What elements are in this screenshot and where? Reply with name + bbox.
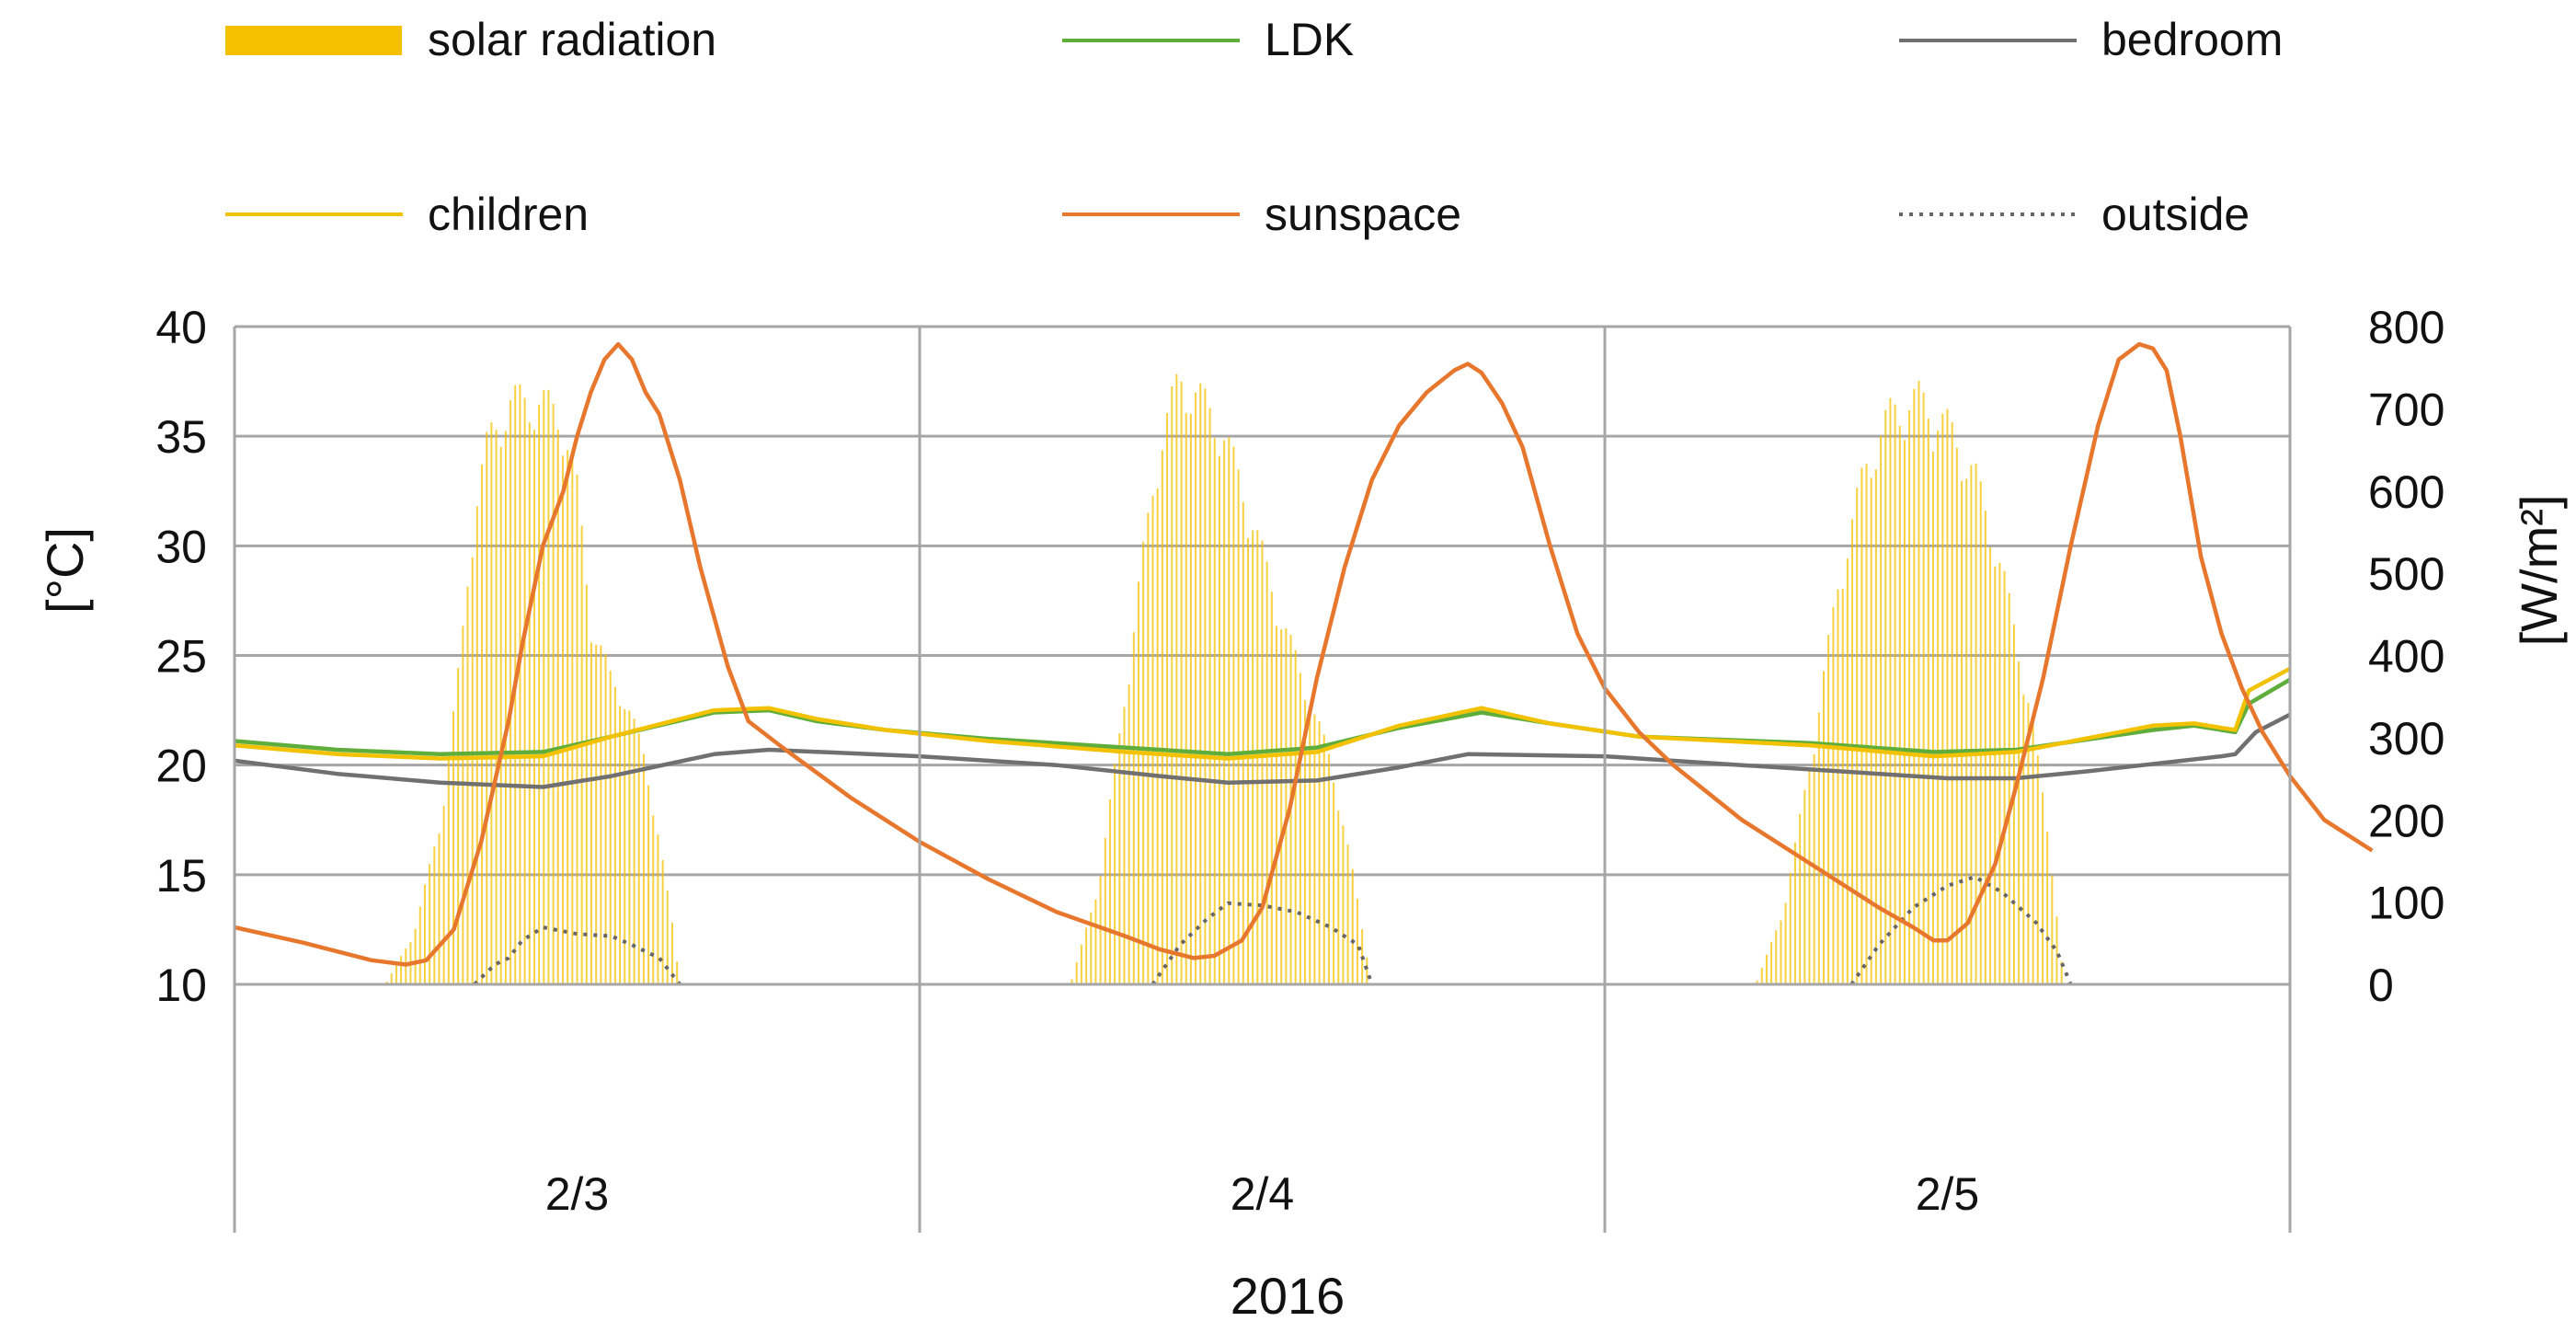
y-axis-left-label: [°C] (36, 527, 94, 614)
x-category-label: 2/4 (1231, 1168, 1295, 1220)
y-left-tick-label: 10 (155, 960, 207, 1011)
y-left-tick-label: 20 (155, 741, 207, 792)
y-left-tick-label: 25 (155, 631, 207, 683)
y-right-tick-label: 100 (2368, 878, 2444, 929)
y-left-tick-label: 35 (155, 411, 207, 463)
axes: 2/3 2/4 2/5 (233, 327, 2292, 1233)
line-bedroom (234, 712, 2292, 789)
line-outside (473, 925, 681, 986)
line-sunspace (234, 341, 2374, 967)
legend-label-outside: outside (2101, 189, 2250, 240)
y-right-tick-label: 400 (2368, 631, 2444, 683)
legend-label-bedroom: bedroom (2101, 14, 2283, 65)
x-category-label: 2/3 (545, 1168, 610, 1220)
solar-radiation-bars (385, 373, 2063, 984)
y-right-tick-label: 500 (2368, 548, 2444, 600)
x-axis-label: 2016 (1231, 1267, 1345, 1325)
y-right-tick-label: 200 (2368, 795, 2444, 846)
y-right-tick-label: 0 (2368, 960, 2394, 1011)
legend-label-solar-radiation: solar radiation (428, 14, 716, 65)
legend-label-children: children (428, 189, 589, 240)
y-right-tick-label: 700 (2368, 384, 2444, 435)
y-left-tick-label: 30 (155, 521, 207, 572)
line-outside (1151, 901, 1374, 986)
legend-swatch-solar-radiation (225, 26, 402, 55)
y-left-tick-label: 15 (155, 850, 207, 902)
legend-label-sunspace: sunspace (1265, 189, 1461, 240)
y-right-tick-label: 800 (2368, 302, 2444, 353)
y-right-tick-label: 600 (2368, 466, 2444, 518)
legend: solar radiation LDK bedroom children sun… (225, 14, 2283, 240)
y-right-tick-label: 300 (2368, 713, 2444, 764)
y-left-tick-label: 40 (155, 302, 207, 353)
line-children (234, 666, 2292, 761)
series-lines (234, 341, 2374, 986)
x-category-label: 2/5 (1916, 1168, 1980, 1220)
y-axis-right-label: [W/m²] (2510, 495, 2568, 647)
legend-label-ldk: LDK (1265, 14, 1354, 65)
